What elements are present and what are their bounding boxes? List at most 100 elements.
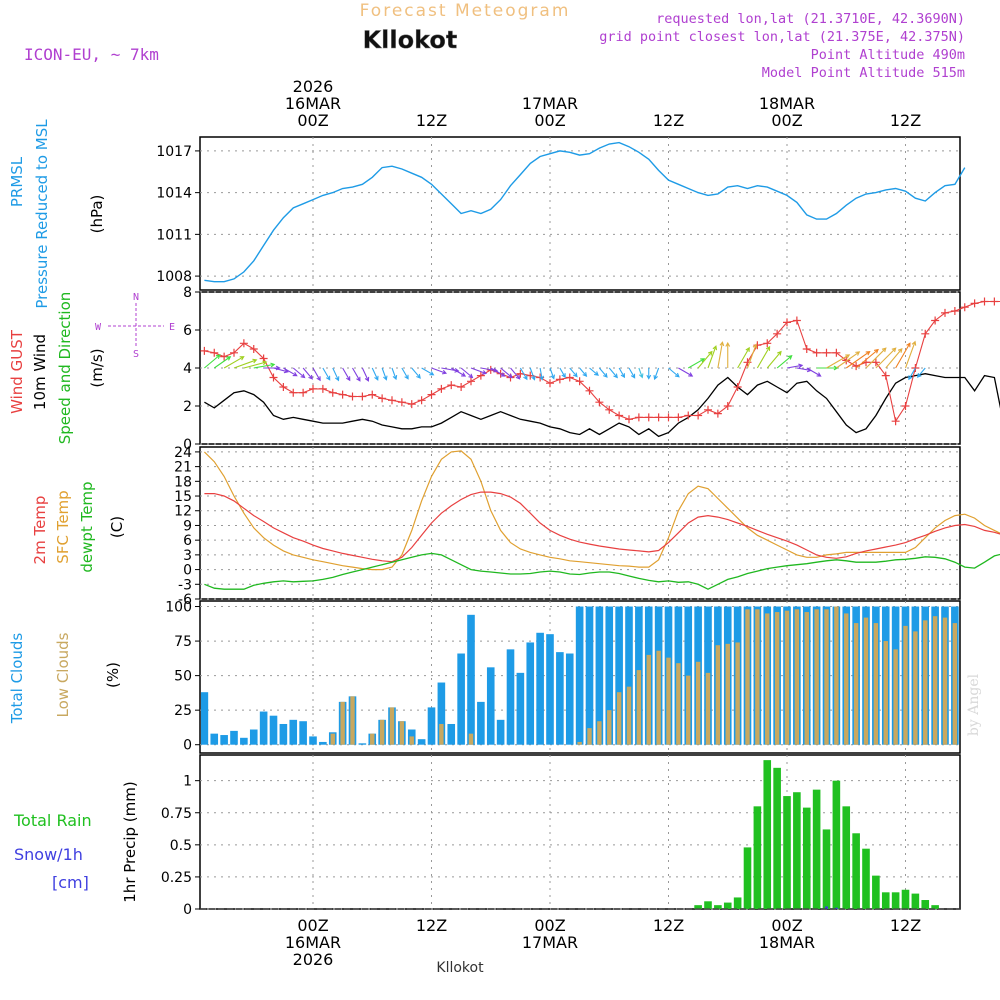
snow-bar [825,906,828,909]
wind-arrow [450,367,467,377]
wind-arrow [885,347,903,369]
low-cloud-bar [844,613,849,745]
gust-marker [970,299,979,308]
low-cloud-bar [903,625,908,745]
wind-speed-line [204,373,1000,438]
wind-arrow [470,367,488,375]
rain-bar [802,807,811,909]
wind-arrow [746,343,758,369]
y-tick-label: 18 [174,474,192,490]
total-cloud-bar [526,642,535,745]
wind-direction-label: Speed and Direction [56,292,74,445]
rain-bar [842,806,851,909]
wind-arrow [678,367,694,377]
gust-marker [437,384,446,393]
watermark: by Angel [966,673,982,736]
gust-marker [792,316,801,325]
y-tick-label: 100 [165,600,192,616]
total-cloud-bar [240,737,248,745]
rain-bar [931,905,939,909]
wind-arrow [342,367,351,382]
wind-arrow [836,351,861,369]
rain-bar [852,833,860,909]
wind-arrow [352,367,361,382]
wind-arrow [579,367,588,377]
y-tick-label: 0 [183,738,192,754]
gust-marker [931,316,940,325]
wind-arrow [707,345,718,369]
top-time-label: 00Z [297,111,328,130]
gust-marker [921,329,930,338]
total-cloud-bar [249,729,258,745]
total-cloud-bar [220,735,228,745]
total-cloud-bar [556,652,564,745]
wind-arrow [608,367,618,379]
y-tick-label: -3 [178,577,192,593]
low-cloud-bar [577,741,582,745]
wind-arrow [845,350,871,369]
wind-unit: (m/s) [88,348,106,387]
low-cloud-bar [656,650,661,745]
gust-marker [555,375,564,384]
wind-gust-line [204,300,1000,423]
gust-marker [990,297,999,306]
gust-marker [871,358,880,367]
low-cloud-bar [913,631,918,745]
bottom-time-label: 00Z [771,916,802,935]
top-time-label: 12Z [890,111,921,130]
gust-marker [901,402,910,410]
rain-bar [733,897,742,909]
snow-label: Snow/1h [14,845,83,864]
sfc-temp-label: SFC Temp [54,490,72,563]
y-tick-label: 25 [174,703,192,719]
y-tick-label: -6 [178,592,192,608]
rain-bar [881,892,890,909]
t2m-line [204,491,1000,563]
gust-marker [713,409,722,418]
rain-bar [714,905,722,909]
panel-pressure: 1008 1011 1014 1017 [156,136,966,291]
y-tick-label: 50 [174,669,192,685]
wind-arrow [618,367,625,379]
low-cloud-bar [587,728,592,745]
y-tick-label: 12 [174,504,192,520]
low-cloud-bar [676,663,681,745]
total-cloud-bar [437,682,446,745]
rain-bar [753,806,762,909]
total-cloud-bar [516,672,525,745]
rain-bar [911,893,920,909]
gust-marker [674,413,683,422]
wind-gust-label: Wind GUST [8,329,26,414]
pressure-label-short: PRMSL [8,156,26,207]
gust-marker [881,371,890,380]
top-time-label: 00Z [771,111,802,130]
wind-arrow [895,342,911,369]
compass-s: S [133,349,139,360]
y-tick-label: 1014 [156,186,192,202]
gust-marker [684,411,693,420]
low-cloud-bar [439,723,444,745]
low-cloud-bar [755,609,760,745]
total-cloud-bar [457,653,465,745]
total-cloud-bar [496,719,505,745]
rain-bar [822,829,831,909]
y-tick-label: 1008 [156,269,192,285]
wind-arrow [371,367,379,381]
snow-unit: [cm] [52,873,89,892]
wind-arrow [253,362,276,369]
wind-arrow [756,345,771,369]
low-cloud-bar [863,617,869,745]
gust-marker [388,396,396,405]
low-cloud-bar [942,617,948,745]
sfc-temp-line [203,450,1000,571]
gust-marker [763,339,772,348]
y-tick-label: 15 [174,489,192,505]
gust-marker [634,413,643,422]
wind-arrow [717,341,725,369]
wind-arrow [500,367,513,379]
gust-marker [397,398,406,407]
gust-marker [950,307,959,315]
wind-arrow [411,367,421,379]
low-cloud-bar [616,692,622,745]
